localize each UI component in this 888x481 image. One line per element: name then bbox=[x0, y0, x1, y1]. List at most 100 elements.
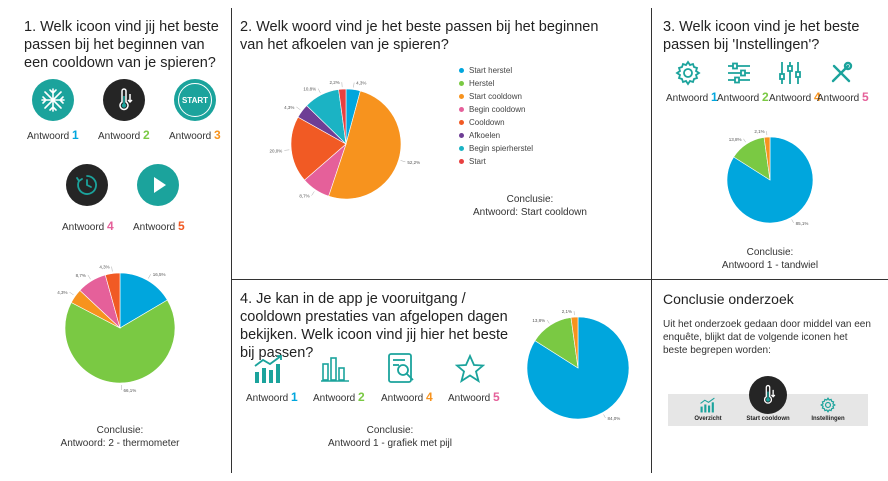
answer-text: Antwoord bbox=[246, 393, 292, 404]
start-icon-label: START bbox=[181, 95, 209, 105]
q4-icon-2 bbox=[320, 354, 350, 384]
q3-conclusion-label: Conclusie: bbox=[746, 247, 794, 258]
divider-horizontal bbox=[231, 279, 888, 280]
q3-data-label-0: 85,1% bbox=[796, 221, 809, 226]
answer-text: Antwoord bbox=[27, 131, 73, 142]
q2-leader-2 bbox=[400, 160, 406, 163]
q3-icon-3 bbox=[777, 60, 803, 86]
q2-leader-5 bbox=[296, 106, 301, 111]
answer-text: Antwoord bbox=[381, 393, 427, 404]
q4-icon-1 bbox=[253, 354, 285, 384]
answer-number: 2 bbox=[143, 128, 150, 142]
legend-swatch bbox=[459, 68, 464, 74]
thermometer-icon bbox=[119, 88, 133, 111]
summary-label-overzicht: Overzicht bbox=[694, 416, 722, 422]
divider-vertical-right bbox=[651, 8, 652, 473]
q4-conclusion-answer: Antwoord 1 - grafiek met pijl bbox=[328, 438, 452, 449]
legend-swatch bbox=[459, 120, 464, 126]
q1-answer-label-2: Antwoord 2 bbox=[98, 128, 150, 142]
answer-text: Antwoord bbox=[133, 222, 179, 233]
q1-answer-label-1: Antwoord 1 bbox=[27, 128, 79, 142]
answer-number: 5 bbox=[493, 390, 500, 404]
summary-title: Conclusie onderzoek bbox=[663, 291, 794, 307]
legend-swatch bbox=[459, 94, 464, 100]
q2-data-label-0: 4,3% bbox=[356, 81, 366, 86]
answer-text: Antwoord bbox=[448, 393, 494, 404]
q1-slice-4 bbox=[104, 272, 121, 329]
q4-title: 4. Je kan in de app je vooruitgang / coo… bbox=[240, 291, 509, 361]
summary-thermometer-badge bbox=[749, 376, 787, 414]
q4-data-label-2: 2,1% bbox=[562, 309, 572, 314]
play-icon bbox=[154, 177, 166, 193]
summary-label-start-cooldown: Start cooldown bbox=[746, 416, 790, 422]
q1-leader-3 bbox=[87, 274, 91, 280]
legend-label: Begin cooldown bbox=[469, 105, 526, 114]
legend-label: Start bbox=[469, 157, 486, 166]
q4-answer-label-4: Antwoord 4 bbox=[381, 390, 433, 404]
q3-slice-2 bbox=[763, 136, 771, 181]
answer-text: Antwoord bbox=[817, 93, 863, 104]
timer-icon bbox=[76, 175, 97, 195]
answer-text: Antwoord bbox=[666, 93, 712, 104]
answer-text: Antwoord bbox=[98, 131, 144, 142]
q2-data-label-4: 20,0% bbox=[270, 148, 283, 153]
q1-leader-2 bbox=[69, 291, 74, 296]
q4-answer-label-1: Antwoord 1 bbox=[246, 390, 298, 404]
q2-conclusion: Conclusie: Antwoord: Start cooldown bbox=[460, 193, 600, 219]
q4-pie-chart: 84,0% 13,8% 2,1% bbox=[526, 309, 630, 421]
q2-slice-7 bbox=[338, 88, 347, 145]
sliders-icon bbox=[728, 62, 750, 84]
q4-answer-label-2: Antwoord 2 bbox=[313, 390, 365, 404]
q2-legend-item-0: Start herstel bbox=[459, 64, 533, 77]
q4-data-label-0: 84,0% bbox=[607, 416, 620, 421]
legend-label: Afkoelen bbox=[469, 131, 501, 140]
q1-conclusion: Conclusie: Antwoord: 2 - thermometer bbox=[30, 424, 210, 450]
q2-legend-item-6: Begin spierherstel bbox=[459, 142, 533, 155]
q2-leader-0 bbox=[353, 82, 355, 88]
q2-legend-item-4: Cooldown bbox=[459, 116, 533, 129]
q2-legend-item-7: Start bbox=[459, 155, 533, 168]
q3-title: 3. Welk icoon vind je het beste passen b… bbox=[663, 19, 860, 53]
answer-number: 4 bbox=[426, 390, 433, 404]
q3-conclusion: Conclusie: Antwoord 1 - tandwiel bbox=[700, 246, 840, 272]
answer-number: 2 bbox=[358, 390, 365, 404]
q3-leader-0 bbox=[791, 219, 794, 224]
q2-conclusion-label: Conclusie: bbox=[506, 194, 554, 205]
snowflake-icon bbox=[41, 88, 65, 112]
q1-conclusion-answer: Antwoord: 2 - thermometer bbox=[60, 438, 180, 449]
gear-icon bbox=[675, 60, 701, 86]
answer-text: Antwoord bbox=[62, 222, 108, 233]
q4-data-label-1: 13,8% bbox=[532, 318, 545, 323]
q1-icon-1 bbox=[32, 79, 74, 121]
legend-label: Begin spierherstel bbox=[469, 144, 534, 153]
q2-legend-item-5: Afkoelen bbox=[459, 129, 533, 142]
q4-leader-1 bbox=[546, 319, 550, 324]
answer-text: Antwoord bbox=[717, 93, 763, 104]
q4-conclusion-label: Conclusie: bbox=[366, 425, 414, 436]
q3-answer-label-4: Antwoord 4 bbox=[769, 90, 821, 104]
q4-slice-2 bbox=[570, 316, 579, 369]
q4-answer-label-5: Antwoord 5 bbox=[448, 390, 500, 404]
chart-arrow-icon bbox=[254, 355, 282, 383]
q3-icon-4 bbox=[828, 60, 854, 86]
q3-data-label-2: 2,1% bbox=[754, 129, 764, 134]
summary-label-instellingen: Instellingen bbox=[811, 416, 845, 422]
q3-data-label-1: 13,8% bbox=[729, 137, 742, 142]
q2-leader-3 bbox=[311, 191, 315, 196]
q1-data-label-2: 4,3% bbox=[57, 290, 67, 295]
q3-icon-1 bbox=[675, 60, 701, 86]
q4-icon-3 bbox=[387, 352, 417, 384]
q2-leader-4 bbox=[284, 149, 290, 151]
answer-text: Antwoord bbox=[169, 131, 215, 142]
q2-legend: Start herstel Herstel Start cooldown Begin … bbox=[459, 64, 533, 168]
divider-vertical-left bbox=[231, 8, 232, 473]
q2-data-label-2: 52,2% bbox=[407, 160, 420, 165]
answer-number: 1 bbox=[72, 128, 79, 142]
q2-data-label-3: 8,7% bbox=[299, 194, 309, 199]
legend-swatch bbox=[459, 81, 464, 87]
q1-data-label-3: 8,7% bbox=[76, 273, 86, 278]
answer-number: 5 bbox=[178, 219, 185, 233]
answer-number: 2 bbox=[762, 90, 769, 104]
answer-number: 1 bbox=[291, 390, 298, 404]
legend-swatch bbox=[459, 133, 464, 139]
